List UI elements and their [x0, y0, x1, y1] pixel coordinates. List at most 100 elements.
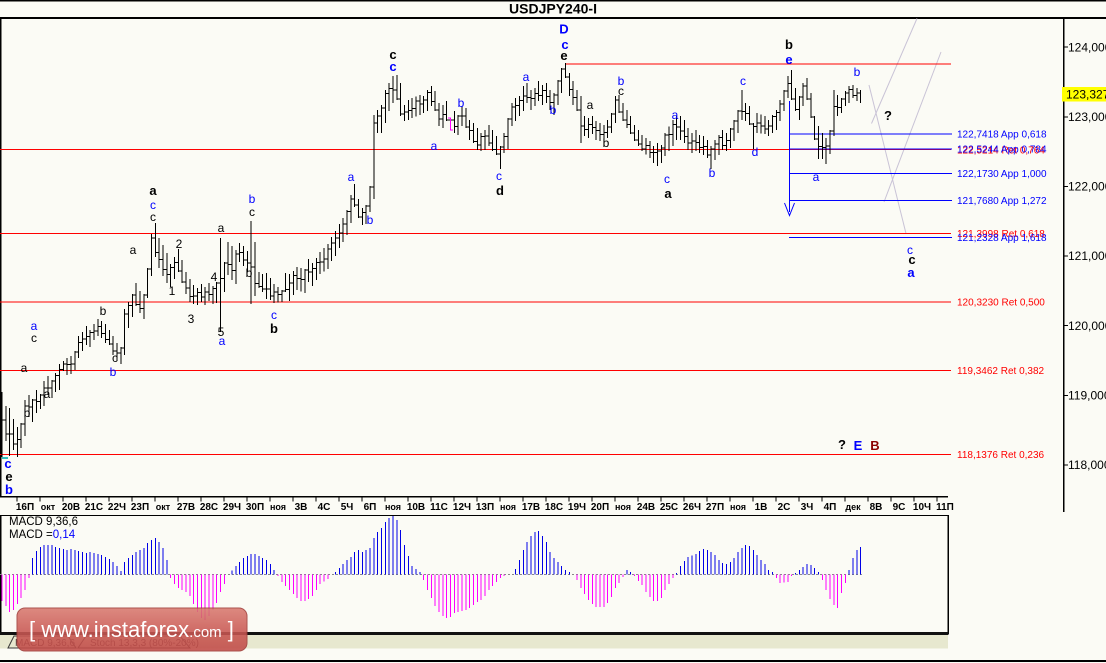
svg-text:b: b	[785, 37, 793, 52]
svg-text:121,2328 App 1,618: 121,2328 App 1,618	[957, 233, 1047, 244]
svg-text:3В: 3В	[295, 502, 308, 513]
svg-text:c: c	[907, 243, 913, 257]
svg-text:118,000: 118,000	[1068, 458, 1106, 472]
svg-text:b: b	[603, 136, 610, 150]
svg-text:b: b	[709, 166, 716, 180]
svg-text:ноя: ноя	[500, 502, 516, 512]
svg-text:E: E	[854, 438, 863, 453]
svg-text:18С: 18С	[545, 502, 563, 513]
svg-text:a: a	[813, 170, 820, 184]
svg-text:121,7680 App 1,272: 121,7680 App 1,272	[957, 196, 1047, 207]
svg-text:b: b	[270, 321, 278, 336]
svg-text:16П: 16П	[16, 502, 34, 513]
svg-text:a: a	[907, 265, 915, 280]
svg-text:c: c	[249, 205, 255, 219]
svg-text:ноя: ноя	[615, 502, 631, 512]
svg-text:e: e	[785, 52, 792, 67]
svg-text:b: b	[854, 65, 861, 79]
svg-text:3Ч: 3Ч	[801, 502, 814, 513]
svg-text:b: b	[5, 482, 13, 497]
svg-text:a: a	[218, 221, 225, 235]
svg-text:123,000: 123,000	[1068, 110, 1106, 124]
svg-text:3: 3	[188, 312, 195, 326]
svg-text:c: c	[496, 169, 502, 183]
svg-text:11П: 11П	[936, 502, 954, 513]
svg-text:ноя: ноя	[385, 502, 401, 512]
svg-text:a: a	[348, 170, 355, 184]
svg-text:119,3462 Ret 0,382: 119,3462 Ret 0,382	[957, 366, 1045, 377]
svg-text:c: c	[4, 456, 11, 471]
svg-text:окт: окт	[41, 502, 56, 512]
svg-text:окт: окт	[156, 502, 171, 512]
svg-text:a: a	[21, 361, 28, 375]
svg-text:1В: 1В	[755, 502, 768, 513]
svg-text:?: ?	[884, 108, 892, 123]
svg-text:a: a	[31, 319, 38, 333]
svg-text:D: D	[559, 22, 568, 37]
svg-text:10Ч: 10Ч	[913, 502, 931, 513]
svg-text:b: b	[458, 96, 465, 110]
svg-text:?: ?	[838, 437, 846, 452]
svg-text:c: c	[150, 210, 156, 224]
svg-text:b: b	[24, 406, 31, 420]
svg-text:e: e	[560, 48, 567, 63]
svg-text:119,000: 119,000	[1068, 389, 1106, 403]
svg-text:13П: 13П	[476, 502, 494, 513]
svg-text:26Ч: 26Ч	[683, 502, 701, 513]
svg-text:1: 1	[169, 284, 176, 298]
svg-text:a: a	[664, 186, 672, 201]
svg-text:30П: 30П	[246, 502, 264, 513]
svg-text:27П: 27П	[706, 502, 724, 513]
svg-text:118,1376 Ret 0,236: 118,1376 Ret 0,236	[957, 450, 1045, 461]
svg-text:c: c	[31, 331, 37, 345]
svg-text:c: c	[908, 252, 915, 267]
svg-text:9С: 9С	[893, 502, 906, 513]
svg-text:c: c	[664, 172, 670, 186]
svg-text:a: a	[130, 243, 137, 257]
svg-text:122,5214 Ret 0,764: 122,5214 Ret 0,764	[957, 146, 1045, 157]
svg-text:122,7418 App 0,618: 122,7418 App 0,618	[957, 130, 1047, 141]
svg-text:124,000: 124,000	[1068, 40, 1106, 54]
svg-text:d: d	[496, 183, 504, 198]
svg-text:19Ч: 19Ч	[568, 502, 586, 513]
svg-text:c: c	[561, 37, 568, 52]
svg-text:6П: 6П	[364, 502, 377, 513]
svg-text:MACD 9,36,6: MACD 9,36,6	[9, 516, 78, 528]
svg-text:121,000: 121,000	[1068, 249, 1106, 263]
svg-text:a: a	[672, 108, 679, 122]
svg-text:a: a	[587, 98, 594, 112]
svg-text:c: c	[150, 198, 156, 212]
svg-text:2: 2	[176, 237, 183, 251]
svg-text:2С: 2С	[778, 502, 791, 513]
svg-text:121,3998 Ret 0,618: 121,3998 Ret 0,618	[957, 229, 1045, 240]
svg-text:b: b	[246, 266, 253, 280]
svg-text:5: 5	[218, 325, 225, 339]
svg-text:4С: 4С	[318, 502, 331, 513]
svg-text:12Ч: 12Ч	[453, 502, 471, 513]
svg-text:c: c	[740, 74, 746, 88]
svg-text:USDJPY240-I: USDJPY240-I	[509, 1, 597, 17]
svg-text:a: a	[431, 139, 438, 153]
svg-text:123,327: 123,327	[1066, 88, 1106, 102]
svg-text:c: c	[618, 84, 624, 98]
svg-text:c: c	[112, 351, 118, 365]
svg-text:27В: 27В	[177, 502, 195, 513]
svg-text:4П: 4П	[824, 502, 837, 513]
svg-text:122,1730 App 1,000: 122,1730 App 1,000	[957, 169, 1047, 180]
svg-text:b: b	[618, 74, 625, 88]
svg-text:a: a	[44, 387, 51, 401]
svg-text:20В: 20В	[62, 502, 80, 513]
svg-text:b: b	[100, 304, 107, 318]
svg-text:21С: 21С	[85, 502, 103, 513]
svg-text:4: 4	[211, 270, 218, 284]
svg-text:28С: 28С	[200, 502, 218, 513]
svg-text:8В: 8В	[870, 502, 883, 513]
svg-text:B: B	[870, 438, 879, 453]
svg-text:a: a	[523, 70, 530, 84]
svg-text:a: a	[219, 334, 226, 348]
svg-text:c: c	[389, 47, 396, 62]
svg-text:ноя: ноя	[730, 502, 746, 512]
svg-text:120,3230 Ret 0,500: 120,3230 Ret 0,500	[957, 298, 1045, 309]
svg-text:ноя: ноя	[270, 502, 286, 512]
svg-text:22Ч: 22Ч	[108, 502, 126, 513]
